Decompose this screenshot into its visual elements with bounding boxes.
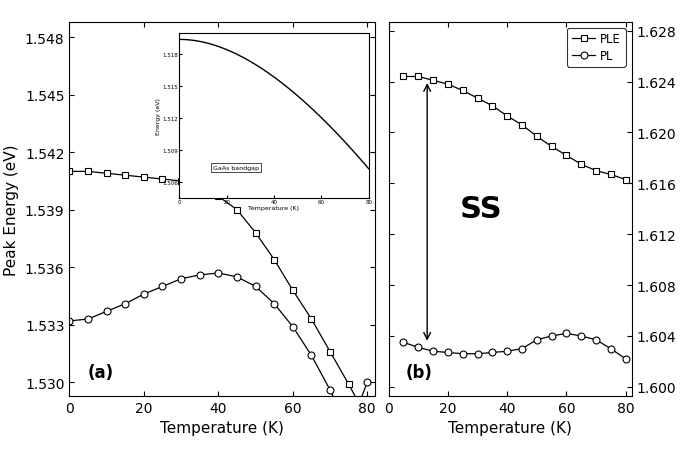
Line: PL: PL [400,330,629,363]
PL [592,337,600,343]
PL [503,349,511,354]
Text: (a): (a) [87,363,114,381]
Text: SS: SS [459,195,502,224]
PLE [518,123,526,128]
PL [488,350,496,355]
PL [577,334,585,339]
PLE [459,89,467,94]
PLE [562,153,570,159]
PLE [503,114,511,119]
PLE [414,75,423,80]
PL [414,345,423,350]
PL [443,350,452,355]
PLE [488,104,496,109]
PLE [577,162,585,167]
PLE [473,96,482,101]
PL [518,346,526,352]
PLE [399,75,407,80]
PL [548,334,556,339]
PL [607,346,615,352]
Legend: PLE, PL: PLE, PL [567,29,625,67]
X-axis label: Temperature (K): Temperature (K) [160,420,284,435]
PLE [548,144,556,150]
PL [621,356,629,362]
PLE [607,172,615,178]
PLE [621,177,629,183]
PLE [429,78,437,84]
PLE [592,168,600,174]
PL [473,351,482,357]
PL [562,331,570,336]
Text: (b): (b) [405,363,432,381]
PL [399,340,407,345]
Line: PLE: PLE [400,74,629,183]
PLE [532,134,541,140]
X-axis label: Temperature (K): Temperature (K) [448,420,572,435]
Y-axis label: Peak Energy (eV): Peak Energy (eV) [4,144,19,275]
PLE [443,82,452,88]
PL [459,351,467,357]
PL [532,337,541,343]
PL [429,349,437,354]
